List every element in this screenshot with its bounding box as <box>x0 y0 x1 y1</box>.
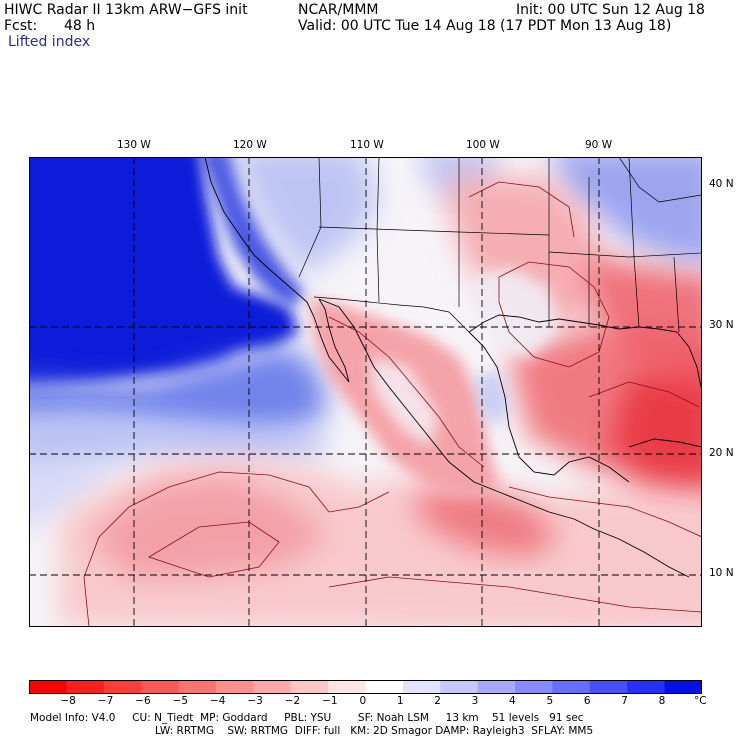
state-line-2 <box>376 157 380 303</box>
colorbar-tick-label: 2 <box>434 695 441 707</box>
colorbar-tick-label: 7 <box>621 695 628 707</box>
pacific-light-blue-field <box>29 412 329 475</box>
colorbar-tick-label: 3 <box>471 695 479 707</box>
lat-label-20n: 20 N <box>709 447 734 459</box>
state-line-11 <box>673 256 680 333</box>
colorbar-tick-label: −7 <box>97 695 114 707</box>
colorbar-cell <box>515 680 553 694</box>
colorbar-tick-label: −4 <box>209 695 226 707</box>
zero-contours <box>83 181 702 627</box>
field-name: Lifted index <box>8 34 91 50</box>
colorbar-frame <box>29 680 702 694</box>
colorbar-cell <box>477 680 516 694</box>
bay-campeche-blue <box>474 372 509 427</box>
colorbar-unit: °C <box>694 695 707 707</box>
colorbar-cell <box>253 680 292 694</box>
init-time: Init: 00 UTC Sun 12 Aug 18 <box>516 2 705 18</box>
colorbar-cell <box>178 680 217 694</box>
political-boundaries <box>298 157 702 333</box>
lon-label-120w: 120 W <box>233 139 267 151</box>
florida-outline <box>638 326 702 388</box>
gulf-light-area <box>469 267 559 357</box>
lon-label-100w: 100 W <box>466 139 500 151</box>
colorbar-tick-label: −8 <box>60 695 76 707</box>
pacific-deep-blue-field <box>29 157 299 386</box>
contour-mexico <box>328 316 485 468</box>
contour-gulf <box>498 261 610 368</box>
colorbar-tick-label: 4 <box>509 695 516 707</box>
colorbar-cell <box>402 680 441 694</box>
contour-south <box>328 576 702 613</box>
western-us-blue <box>233 157 379 277</box>
colorbar-tick-label: −1 <box>322 695 338 707</box>
colorbar-cells <box>29 680 702 694</box>
southeast-us-red <box>589 257 702 385</box>
northeast-blue <box>553 157 702 264</box>
run-title: HIWC Radar II 13km ARW−GFS init <box>4 2 248 18</box>
contour-caribbean <box>588 381 700 408</box>
california-coast-blue <box>202 157 304 307</box>
lon-label-90w: 90 W <box>585 139 613 151</box>
lat-label-10n: 10 N <box>709 567 734 579</box>
colorbar-cell <box>141 680 180 694</box>
graticule <box>29 157 702 627</box>
colorbar-cell <box>215 680 254 694</box>
colorbar-tick-label: 0 <box>359 695 367 707</box>
colorbar-tick-label: 8 <box>658 695 666 707</box>
pacific-light-blue-south <box>29 462 119 527</box>
colorbar <box>29 680 702 694</box>
fcst-label: Fcst: <box>4 18 38 34</box>
colorbar-tick-label: −2 <box>284 695 301 707</box>
south-mexico-red <box>409 487 559 557</box>
contour-pacific-inner <box>148 521 280 578</box>
colorbar-cell <box>66 680 105 694</box>
lon-label-110w: 110 W <box>350 139 384 151</box>
us-mexico-border <box>313 296 470 333</box>
us-west-coast <box>204 157 308 303</box>
state-line-3 <box>318 226 460 233</box>
colorbar-tick-label: −3 <box>247 695 263 707</box>
baja-california <box>306 298 350 383</box>
colorbar-tick-label: 1 <box>396 695 404 707</box>
colorbar-cell <box>290 680 329 694</box>
org-label: NCAR/MMM <box>298 2 379 18</box>
lat-label-30n: 30 N <box>709 319 734 331</box>
cuba-outline <box>628 438 702 448</box>
colorbar-cell <box>29 680 67 694</box>
colorbar-cell <box>103 680 142 694</box>
model-info-line2: LW: RRTMG SW: RRTMG DIFF: full KM: 2D Sm… <box>155 725 594 737</box>
colorbar-tick-label: 5 <box>546 695 554 707</box>
colorbar-tick-label: −6 <box>135 695 151 707</box>
great-lakes-outline <box>618 157 702 203</box>
map-frame <box>29 157 702 627</box>
model-info-line1: Model Info: V4.0 CU: N_Tiedt MP: Goddard… <box>30 712 584 724</box>
colorbar-cell <box>627 680 666 694</box>
state-line-10 <box>628 252 702 258</box>
valid-time: Valid: 00 UTC Tue 14 Aug 18 (17 PDT Mon … <box>298 18 672 34</box>
lon-label-130w: 130 W <box>117 139 151 151</box>
colorbar-cell <box>328 680 366 694</box>
mexico-plateau-light <box>369 357 439 447</box>
contour-central-am <box>508 486 702 538</box>
colorbar-tick-label: −5 <box>172 695 189 707</box>
colorbar-cell <box>365 680 404 694</box>
colorbar-cell <box>440 680 479 694</box>
contour-tropical-pacific <box>83 471 390 627</box>
state-line-5 <box>458 231 550 236</box>
central-america-coast <box>573 518 690 578</box>
fcst-value: 48 h <box>64 18 96 34</box>
colorbar-cell <box>664 680 702 694</box>
lifted-index-map <box>29 157 702 627</box>
colorbar-cell <box>589 680 628 694</box>
contour-texas <box>468 181 575 238</box>
lat-label-40n: 40 N <box>709 178 734 190</box>
tropical-pacific-mid-red <box>89 477 329 577</box>
gulf-coast <box>468 331 630 483</box>
colorbar-cell <box>552 680 591 694</box>
colorbar-tick-label: 6 <box>583 695 591 707</box>
